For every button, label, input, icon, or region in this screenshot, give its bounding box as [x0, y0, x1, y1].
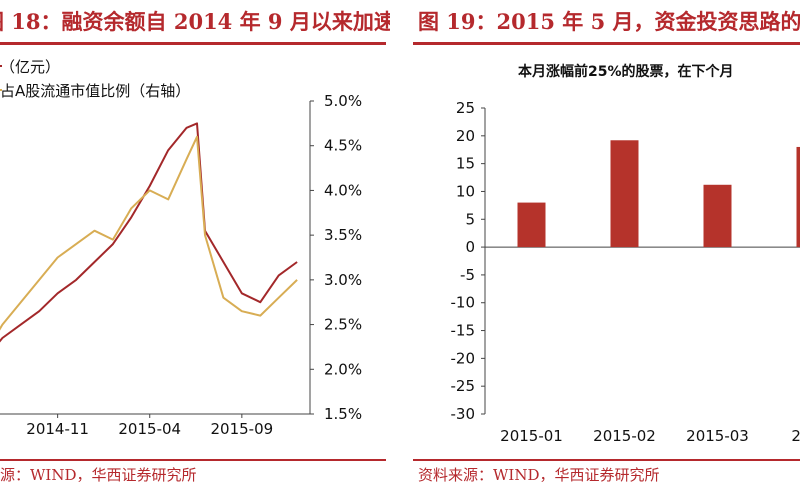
left-title-rule	[0, 42, 386, 45]
y-tick-label: 0	[465, 238, 475, 256]
right-source-rule	[413, 459, 800, 461]
y-tick-label: -20	[451, 349, 476, 367]
y-tick-label: 4.0%	[324, 181, 362, 199]
bar-2015-03	[703, 184, 732, 248]
bar-2015-02	[610, 140, 639, 248]
y-tick-label: -25	[451, 377, 476, 395]
y-tick-label: -15	[451, 322, 476, 340]
y-tick-label: 3.0%	[324, 271, 362, 289]
y-tick-label: 10	[456, 182, 475, 200]
left-figure-title: 图 18：融资余额自 2014 年 9 月以来加速上升	[0, 9, 390, 34]
x-tick-label: 2015-03	[686, 427, 749, 445]
left-figure-panel: 图 18：融资余额自 2014 年 9 月以来加速上升 融资余额（亿元） 融资余…	[0, 0, 390, 500]
right-figure-title: 图 19：2015 年 5 月，资金投资思路的转变	[418, 9, 800, 34]
left-source-note: 资料来源：WIND，华西证券研究所	[0, 466, 197, 484]
y-tick-label: -10	[451, 294, 476, 312]
y-tick-label: 25	[456, 99, 475, 117]
y-tick-label: 4.5%	[324, 137, 362, 155]
legend-label-ratio: 融资余额占A股流通市值比例（右轴）	[0, 82, 190, 100]
x-tick-label: 2014-11	[26, 420, 89, 438]
next-month-return-bar-chart: 本月涨幅前25%的股票，在下个月 2520151050-5-10-15-20-2…	[451, 63, 800, 445]
y-tick-label: -30	[451, 405, 476, 423]
financing-balance-line-chart: 融资余额（亿元） 融资余额占A股流通市值比例（右轴） 5.0% 4.5% 4.0% 3…	[0, 58, 362, 438]
y-tick-label: 5.0%	[324, 92, 362, 110]
y-tick-label: 5	[465, 210, 475, 228]
y-tick-label: 15	[456, 155, 475, 173]
series-line-balance	[0, 122, 298, 343]
x-tick-label: 2015	[791, 427, 800, 445]
x-tick-label: 2015-04	[118, 420, 181, 438]
y-tick-label: 20	[456, 127, 475, 145]
bar-2015-01	[517, 202, 546, 248]
legend-label-balance: 融资余额（亿元）	[0, 58, 60, 76]
y-tick-label: 1.5%	[324, 405, 362, 423]
x-tick-label: 2015-02	[593, 427, 656, 445]
y-tick-label: 3.5%	[324, 226, 362, 244]
y-tick-label: 2.0%	[324, 360, 362, 378]
left-source-rule	[0, 459, 386, 461]
y-tick-label: 2.5%	[324, 316, 362, 334]
right-source-note: 资料来源：WIND，华西证券研究所	[418, 466, 660, 484]
x-tick-label: 2015-01	[500, 427, 563, 445]
series-line-ratio	[0, 135, 298, 331]
x-tick-label: 2015-09	[210, 420, 273, 438]
bar-chart-subtitle: 本月涨幅前25%的股票，在下个月	[518, 63, 734, 80]
right-figure-panel: 图 19：2015 年 5 月，资金投资思路的转变 本月涨幅前25%的股票，在下…	[413, 0, 800, 500]
left-plot-area: 5.0% 4.5% 4.0% 3.5% 3.0% 2.5% 2.0% 1.5% 2014-11 2…	[0, 92, 362, 438]
bar-2015-04	[796, 146, 800, 248]
right-title-rule	[413, 42, 800, 45]
y-tick-label: -5	[460, 266, 475, 284]
